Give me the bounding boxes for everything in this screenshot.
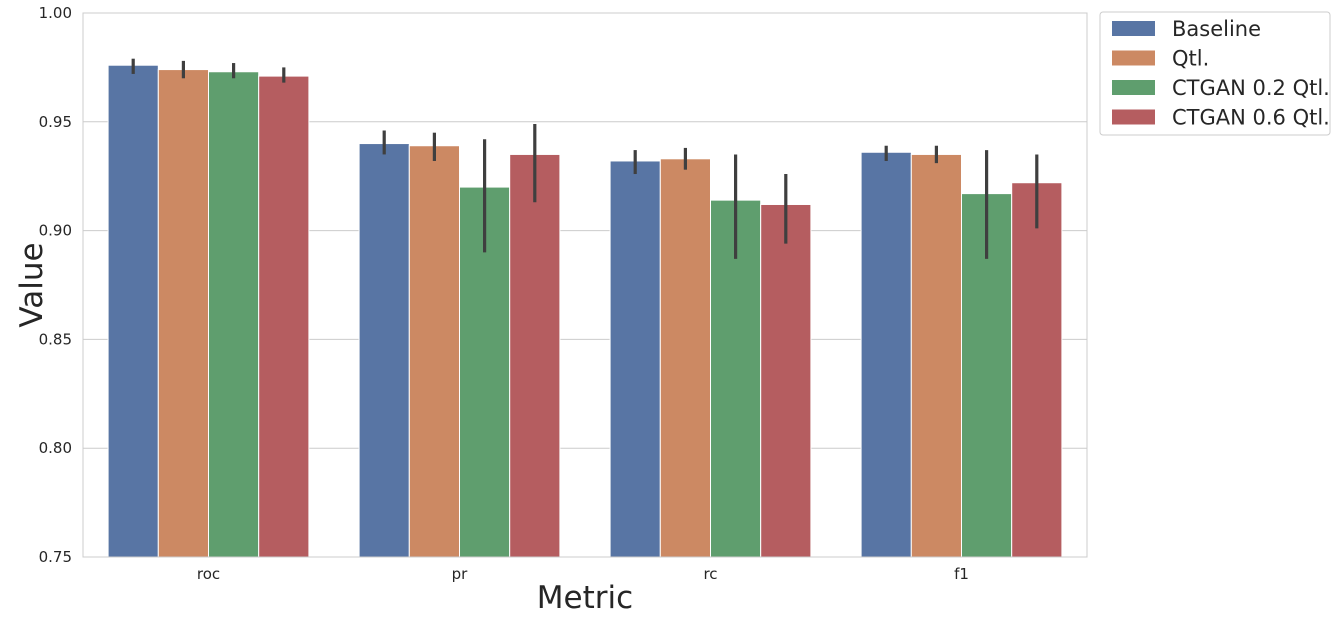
legend-swatch [1112, 109, 1155, 125]
bar-roc-2 [208, 71, 260, 558]
x-tick-label: roc [197, 565, 220, 583]
x-tick-labels: roc pr rc f1 [197, 565, 969, 583]
y-tick-label: 0.90 [39, 222, 72, 240]
bars [107, 64, 1063, 558]
x-tick-label: f1 [954, 565, 969, 583]
y-tick-label: 0.75 [39, 548, 72, 566]
bar-rc-1 [659, 158, 711, 558]
plot-frame [82, 12, 1088, 558]
legend-swatch [1112, 50, 1155, 66]
x-axis-label: Metric [537, 580, 633, 616]
error-bars [131, 58, 1039, 259]
bar-roc-0 [107, 64, 159, 558]
legend-label: Baseline [1172, 17, 1261, 41]
legend-label: Qtl. [1172, 47, 1209, 71]
bar-rc-3 [760, 203, 812, 558]
legend-swatch [1112, 80, 1155, 95]
legend-label: CTGAN 0.2 Qtl. [1172, 76, 1330, 100]
y-tick-label: 0.85 [39, 330, 72, 348]
y-tick-label: 0.95 [39, 113, 72, 131]
bar-roc-3 [258, 75, 310, 558]
legend-swatch [1112, 21, 1155, 36]
x-tick-label: pr [452, 565, 469, 583]
bar-rc-0 [609, 160, 661, 558]
legend: Baseline Qtl. CTGAN 0.2 Qtl. CTGAN 0.6 Qtl. [1099, 11, 1331, 136]
y-tick-label: 0.80 [39, 439, 72, 457]
bar-f1-0 [860, 151, 912, 558]
legend-label: CTGAN 0.6 Qtl. [1172, 106, 1330, 130]
bar-f1-3 [1011, 182, 1063, 558]
bar-pr-3 [509, 153, 561, 558]
bar-f1-1 [910, 153, 962, 558]
bar-roc-1 [157, 69, 210, 558]
x-tick-label: rc [703, 565, 717, 583]
y-tick-label: 1.00 [39, 4, 72, 22]
y-axis-label: Value [14, 242, 50, 327]
legend-frame [1099, 11, 1331, 136]
bar-pr-1 [408, 145, 460, 558]
bar-pr-0 [358, 143, 410, 558]
y-tick-labels: 0.75 0.80 0.85 0.90 0.95 1.00 [39, 4, 72, 566]
